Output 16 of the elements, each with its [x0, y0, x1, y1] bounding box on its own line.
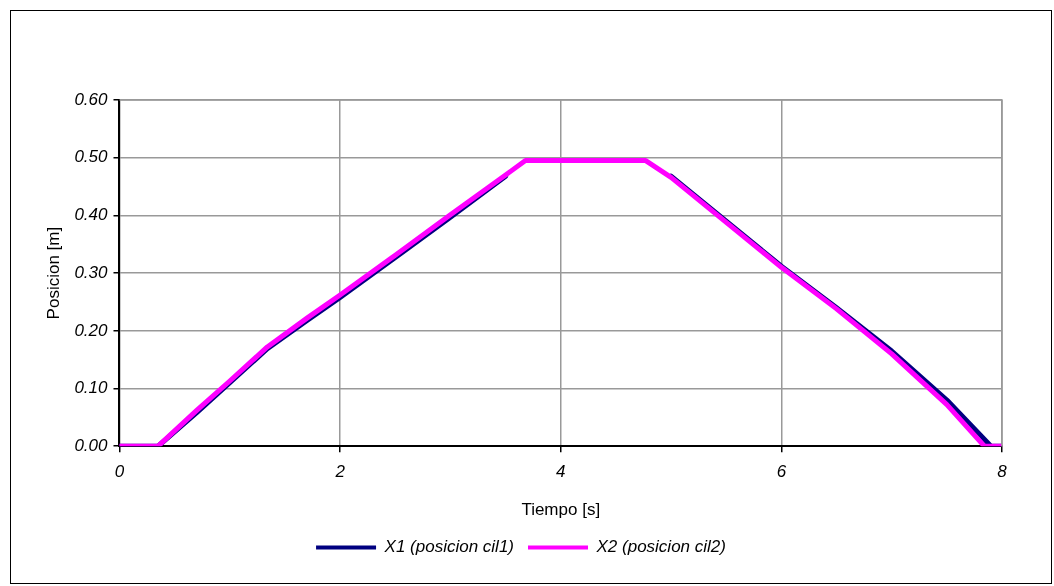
- x-axis-title: Tiempo [s]: [521, 500, 601, 520]
- legend-label: X2 (posicion cil2): [595, 537, 726, 557]
- y-tick-label: 0.00: [74, 435, 109, 455]
- x-tick-label: 4: [556, 462, 566, 482]
- y-tick-label: 0.20: [74, 320, 109, 340]
- y-tick-label: 0.10: [74, 378, 109, 398]
- y-tick-label: 0.30: [74, 262, 109, 282]
- y-tick-label: 0.50: [74, 147, 109, 167]
- y-axis-title: Posicion [m]: [43, 226, 63, 320]
- x-tick-label: 6: [776, 462, 787, 482]
- y-tick-label: 0.40: [74, 205, 109, 225]
- x-tick-label: 8: [997, 462, 1008, 482]
- x-tick-label: 2: [334, 462, 346, 482]
- legend-label: X1 (posicion cil1): [383, 537, 515, 557]
- y-tick-label: 0.60: [74, 89, 109, 109]
- x-tick-label: 0: [114, 462, 125, 482]
